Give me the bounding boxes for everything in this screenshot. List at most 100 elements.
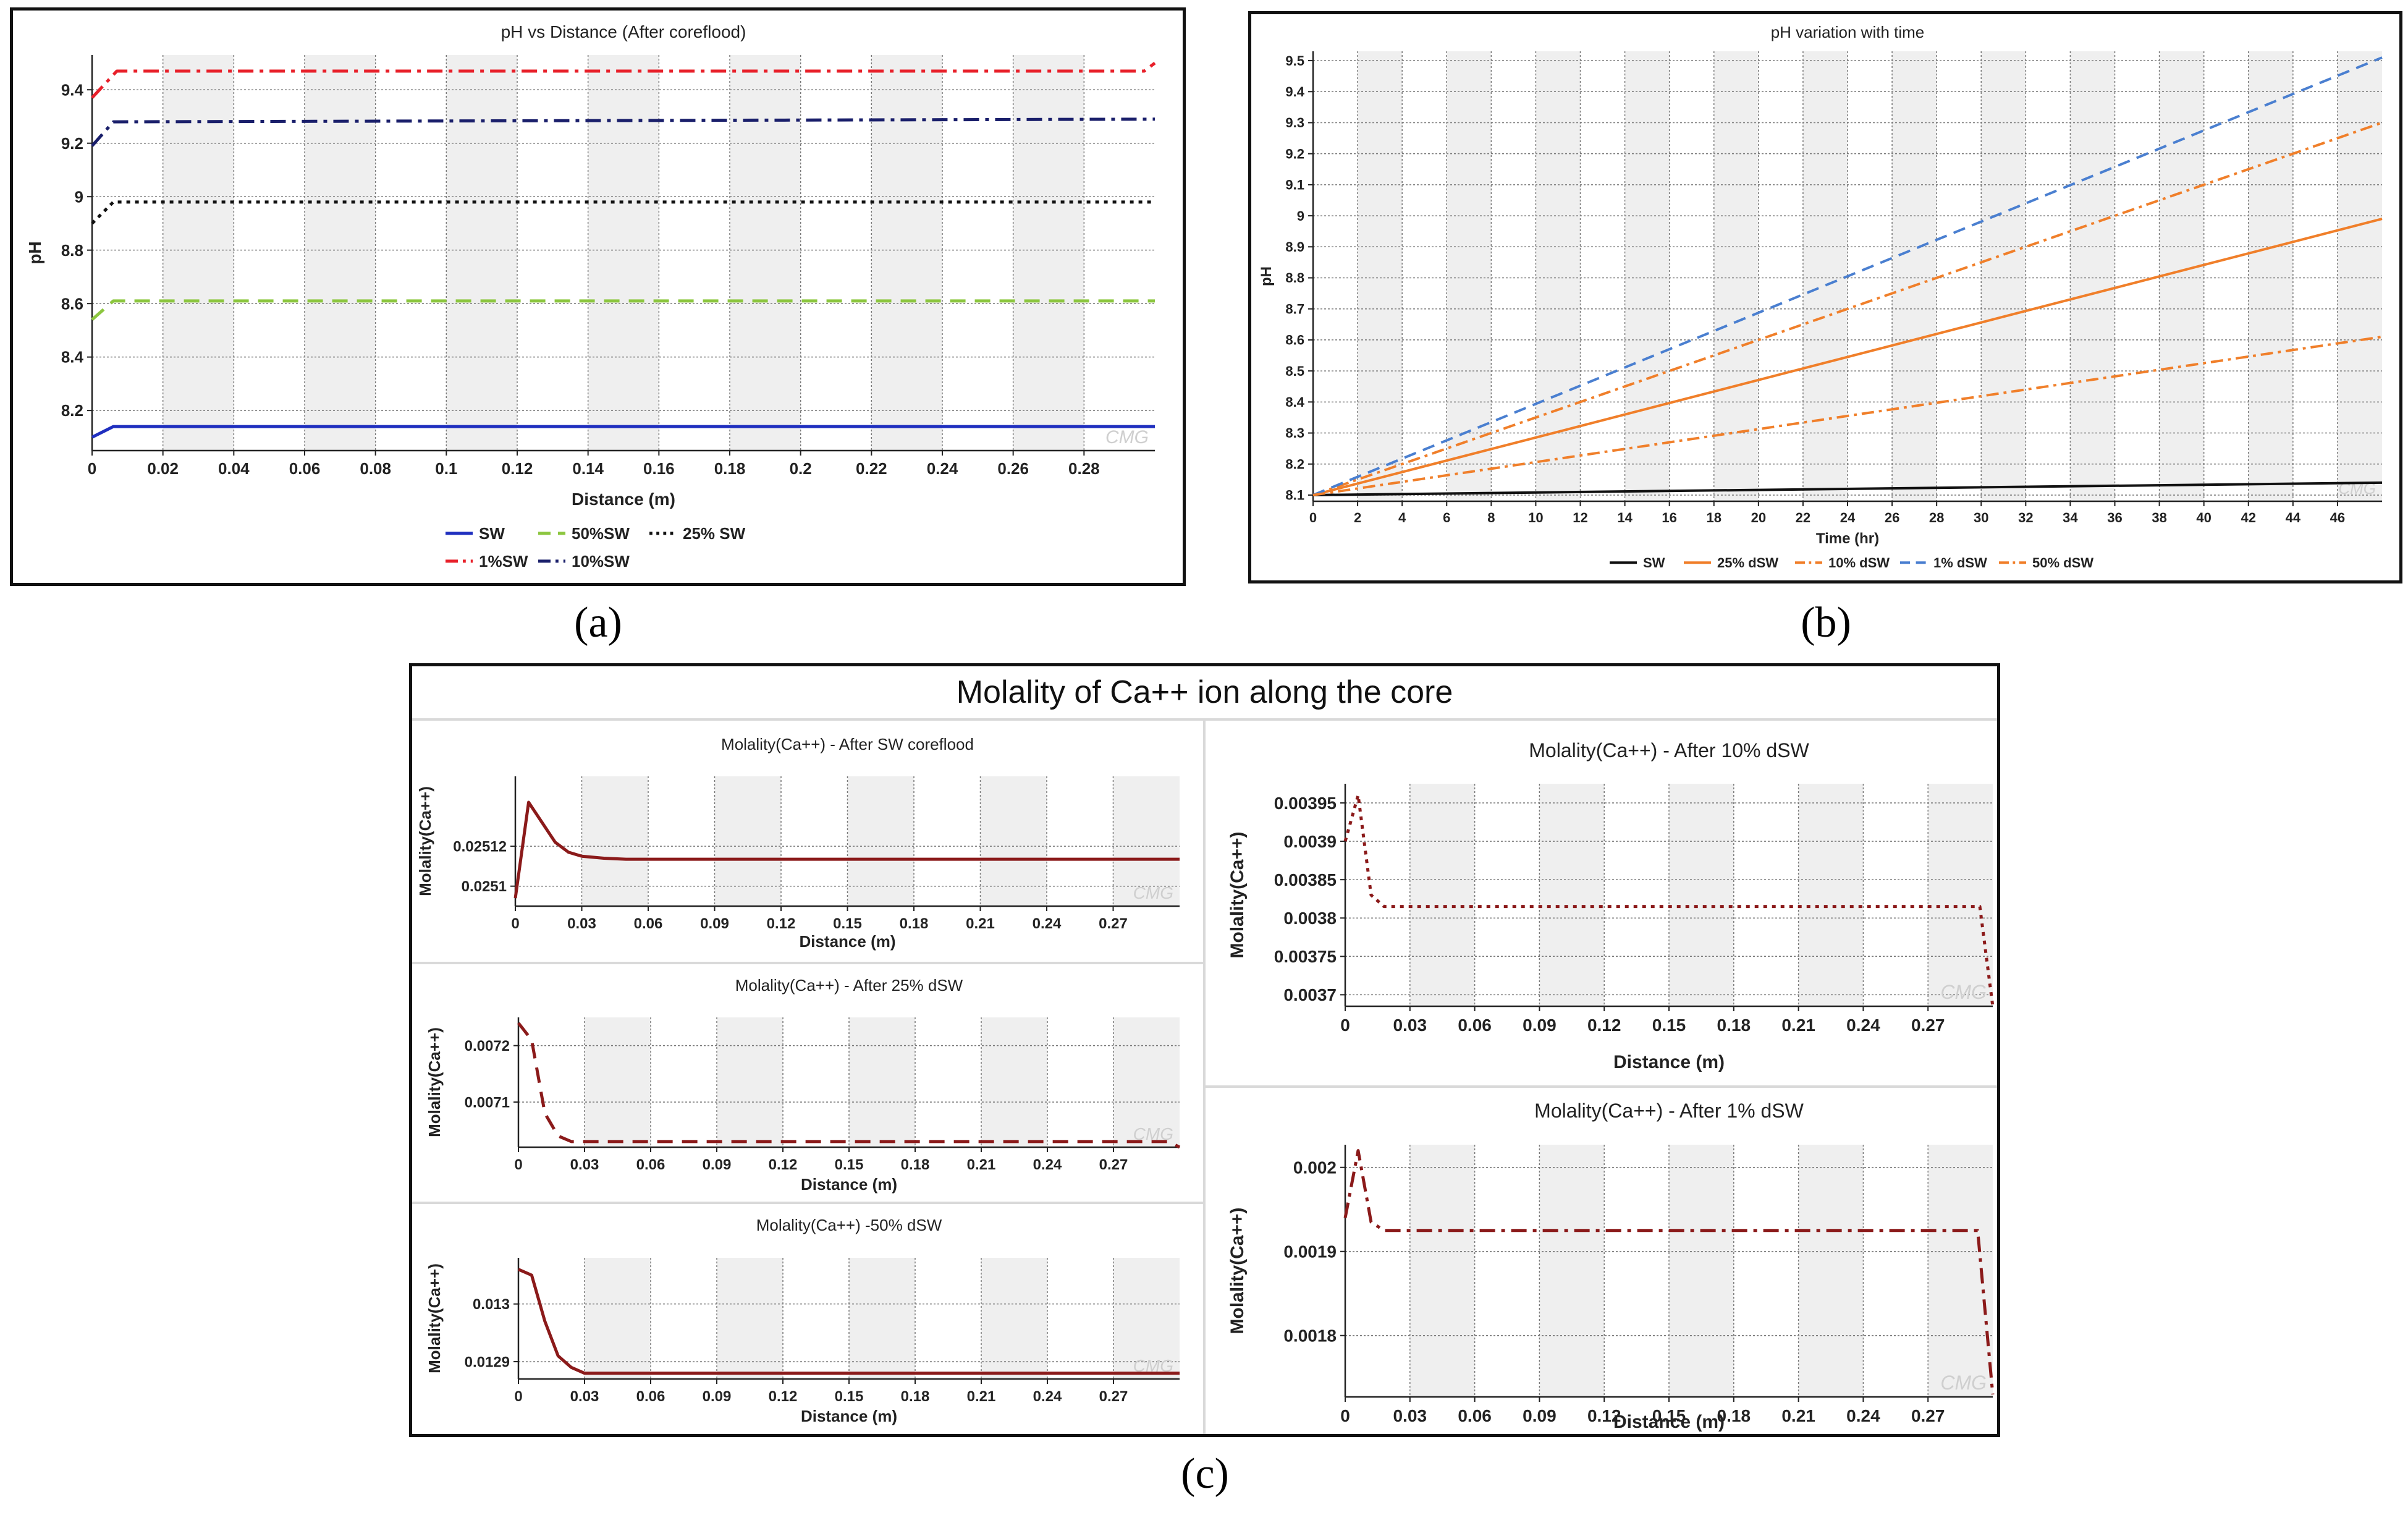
x-axis-label: Distance (m) [801,1407,897,1425]
x-tick-label: 0.09 [700,915,729,932]
y-tick-label: 0.00375 [1274,947,1337,966]
y-tick-label: 0.0038 [1283,909,1337,928]
panel-a: 0 0.02 0.04 0.06 0.08 0.1 0.12 0.14 0.16 0.18 0.2 0… [10,7,1186,586]
chart-c2: 0 0.03 0.06 0.09 0.12 0.15 0.18 0.21 0.24 0.27 0.0… [425,976,1181,1194]
legend-a: SW 50%SW 25% SW 1%SW 10%SW [446,524,746,571]
series-line-25-dsw [517,1022,1181,1149]
grid-band [981,1017,1047,1147]
chart-title: pH variation with time [1771,23,1925,41]
chart-title: pH vs Distance (After coreflood) [501,22,746,41]
grid-band [717,1258,783,1379]
x-tick-label: 0.03 [570,1388,599,1405]
x-tick-label: 0.12 [1587,1016,1621,1035]
x-tick-label: 10 [1528,510,1543,525]
grid-band [1013,55,1084,451]
y-tick-label: 8.3 [1285,425,1304,441]
series-line-sw [1312,481,2383,496]
y-tick-label: 0.02512 [453,838,507,855]
y-tick-label: 9.3 [1285,115,1304,130]
y-tick-label: 0.002 [1293,1158,1337,1177]
grid-band [2248,51,2293,501]
y-tick-label: 8.4 [1285,394,1304,410]
grid-band [1358,51,1403,501]
x-tick-label: 0.21 [1781,1016,1815,1035]
x-tick-label: 34 [2063,510,2078,525]
y-tick-label: 8.4 [61,348,84,367]
grid-band [581,776,648,906]
grid-band [446,55,517,451]
series-line-25-dsw [1312,218,2383,496]
x-tick-label: 40 [2196,510,2211,525]
grid-band [980,776,1047,906]
x-tick-label: 0.15 [835,1156,864,1173]
legend-b: SW 25% dSW 10% dSW 1% dSW 50% dSW [1610,555,2093,571]
x-tick-label: 0.27 [1099,1156,1128,1173]
y-tick-label: 0.0072 [465,1038,510,1054]
chart-b: 0 2 4 6 8 10 12 14 16 18 20 22 24 26 28 30 32 34 36 38 40 42 4… [1258,23,2383,571]
legend-label: 10%SW [572,552,630,571]
x-tick-label: 0.21 [967,1388,996,1405]
series-line-10-dsw [1312,121,2383,496]
grid-band [1409,1145,1475,1397]
legend-label: 10% dSW [1828,555,1890,571]
y-tick-label: 8.8 [1285,270,1304,286]
x-tick-label: 0.06 [636,1156,665,1173]
x-axis-label: Time (hr) [1816,530,1879,547]
x-tick-label: 0.09 [703,1156,732,1173]
y-tick-label: 9 [1297,208,1304,224]
y-tick-label: 8.9 [1285,239,1304,255]
y-tick-label: 0.00385 [1274,870,1337,889]
x-tick-label: 0.24 [1033,915,1062,932]
y-axis-label: Molality(Ca++) [1227,831,1248,958]
x-tick-label: 0.06 [1458,1406,1492,1425]
legend-label: 1% dSW [1933,555,1987,571]
y-tick-label: 0.0251 [462,878,507,895]
grid-band [585,1258,651,1379]
x-tick-label: 0.24 [1033,1388,1062,1405]
grid-band [1539,1145,1605,1397]
grid-band [1928,784,1993,1006]
x-tick-label: 0.09 [703,1388,732,1405]
grid-band [1539,784,1605,1006]
x-tick-label: 0.28 [1068,459,1100,478]
x-tick-label: 42 [2241,510,2256,525]
x-tick-label: 0.1 [435,459,457,478]
watermark: CMG [1940,981,1987,1003]
series-line-10-sw [91,117,1155,147]
x-axis-label: Distance (m) [1613,1412,1725,1432]
x-tick-label: 0.04 [218,459,250,478]
x-tick-label: 0.06 [289,459,321,478]
watermark: CMG [1133,883,1173,902]
caption-b: (b) [1801,599,1851,647]
x-tick-label: 0.08 [360,459,391,478]
x-tick-label: 0.18 [714,459,746,478]
x-tick-label: 24 [1840,510,1856,525]
chart-b: 0 2 4 6 8 10 12 14 16 18 20 22 24 26 28 30 32 34 36 38 40 42 4… [1258,23,2383,547]
legend-label: 50% dSW [2032,555,2093,571]
series-line-1-dsw [1312,56,2383,496]
x-tick-label: 8 [1487,510,1495,525]
panel-c-title: Molality of Ca++ ion along the core [956,674,1453,710]
x-tick-label: 0.15 [1652,1406,1686,1425]
panel-c: Molality of Ca++ ion along the core 0 0.0… [409,663,2000,1437]
y-tick-label: 9.1 [1285,177,1304,193]
chart-title: Molality(Ca++) - After SW coreflood [721,735,974,753]
grid-band [305,55,376,451]
y-tick-label: 9 [75,187,83,206]
x-tick-label: 0.27 [1099,1388,1128,1405]
x-tick-label: 22 [1796,510,1810,525]
y-tick-label: 8.1 [1285,488,1304,503]
series-line-50-dsw [518,1268,1180,1375]
chart-a: 0 0.02 0.04 0.06 0.08 0.1 0.12 0.14 0.16 0.18 0.2 0… [25,22,1156,571]
y-tick-label: 0.0129 [465,1354,510,1370]
chart-title: Molality(Ca++) - After 25% dSW [735,976,963,995]
x-tick-label: 0.06 [634,915,663,932]
watermark: CMG [1940,1372,1987,1394]
chart-c4: 0 0.03 0.06 0.09 0.12 0.15 0.18 0.21 0.24 0.27 0.0… [1227,739,1995,1072]
y-tick-label: 9.5 [1285,53,1304,69]
grid-band [717,1017,783,1147]
chart-title: Molality(Ca++) - After 1% dSW [1534,1100,1804,1122]
series-line-25-sw [91,200,1155,225]
x-tick-label: 0 [1340,1016,1350,1035]
grid-band [1892,51,1937,501]
